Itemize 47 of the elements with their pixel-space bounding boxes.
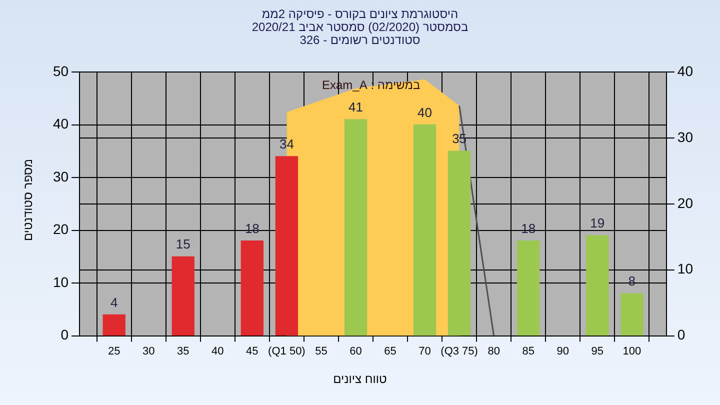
y2-tick-label: 30 [677, 128, 694, 145]
bar [344, 119, 368, 336]
x-tick-label: 45 [246, 345, 258, 358]
bar [240, 240, 264, 336]
y-tick-label: 40 [52, 116, 69, 132]
x-tick-label: 100 [622, 345, 642, 358]
x-tick-label: 90 [556, 345, 569, 358]
bar [586, 235, 609, 336]
chart-subtitle: בסמסטר (02/2020) סמסטר אביב 2020/21 סטודנטים רשומים - 326 [250, 20, 470, 47]
x-tick-label: 60 [350, 345, 362, 358]
bar [448, 150, 471, 336]
x-tick-label: 80 [488, 345, 500, 358]
x-tick-label: 25 [108, 345, 120, 358]
y-tick-label: 0 [60, 326, 69, 343]
bar [413, 124, 436, 336]
x-tick-label: 65 [384, 345, 396, 358]
y-tick-label: 10 [52, 274, 69, 290]
bar [517, 240, 540, 336]
y2-tick-label: 0 [677, 326, 686, 343]
y-axis-title: מספר סטודנטים [21, 158, 35, 242]
y-tick-label: 50 [52, 62, 69, 79]
x-tick-label: 40 [212, 345, 224, 358]
data-label: 40 [418, 104, 432, 120]
bar [275, 156, 298, 336]
bar [620, 293, 644, 336]
x-tick-label: (Q1 50) [268, 345, 306, 358]
x-tick-label: 70 [418, 345, 431, 358]
data-label: 41 [348, 100, 363, 115]
data-label: 34 [279, 136, 294, 152]
y2-tick-label: 20 [677, 194, 694, 211]
x-tick-label: 95 [591, 345, 604, 358]
bar [102, 314, 126, 336]
x-tick-label: 30 [142, 345, 155, 358]
data-label: 19 [590, 216, 605, 231]
y-tick-label: 30 [52, 168, 69, 184]
chart-title: היסטוגרמת ציונים בקורס - פיסיקה 2ממ [260, 7, 460, 21]
data-label: 15 [176, 236, 190, 252]
y2-tick-label: 40 [677, 62, 694, 79]
x-tick-label: 85 [522, 345, 534, 358]
x-tick-label: 55 [315, 345, 328, 358]
y-tick-label: 20 [52, 221, 69, 238]
data-label: 4 [110, 294, 118, 310]
x-tick-label: 35 [177, 345, 190, 358]
x-axis-title: טווח ציונים [332, 372, 388, 386]
bar [172, 256, 194, 336]
y2-tick-label: 10 [677, 260, 694, 277]
x-tick-label: (Q3 75) [440, 345, 478, 358]
